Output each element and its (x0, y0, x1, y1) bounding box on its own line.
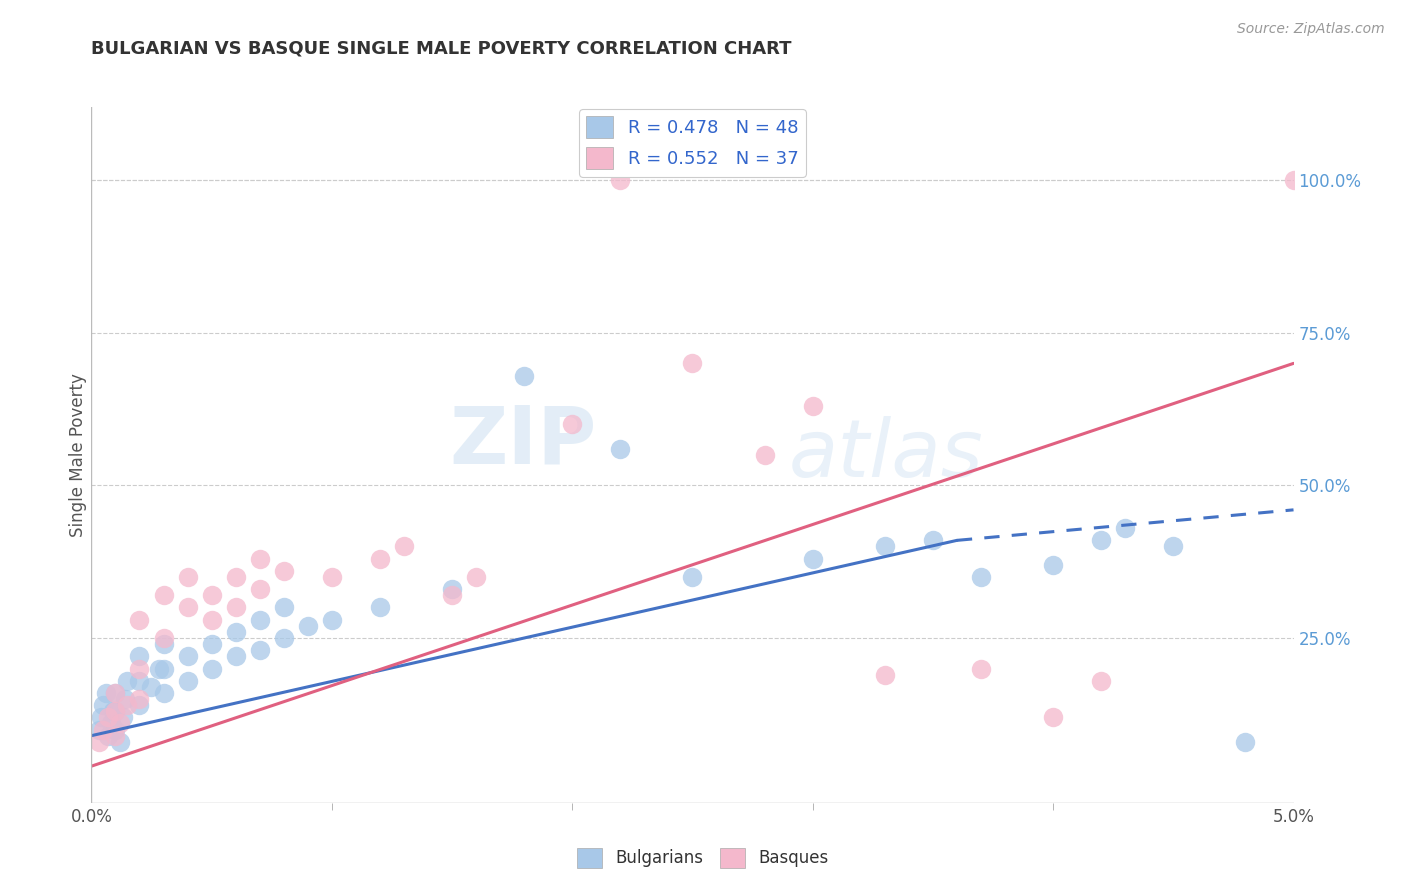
Legend: Bulgarians, Basques: Bulgarians, Basques (571, 841, 835, 875)
Text: atlas: atlas (789, 416, 983, 494)
Text: Source: ZipAtlas.com: Source: ZipAtlas.com (1237, 22, 1385, 37)
Text: BULGARIAN VS BASQUE SINGLE MALE POVERTY CORRELATION CHART: BULGARIAN VS BASQUE SINGLE MALE POVERTY … (91, 40, 792, 58)
Text: ZIP: ZIP (449, 402, 596, 480)
Legend: R = 0.478   N = 48, R = 0.552   N = 37: R = 0.478 N = 48, R = 0.552 N = 37 (579, 109, 806, 177)
Y-axis label: Single Male Poverty: Single Male Poverty (69, 373, 87, 537)
